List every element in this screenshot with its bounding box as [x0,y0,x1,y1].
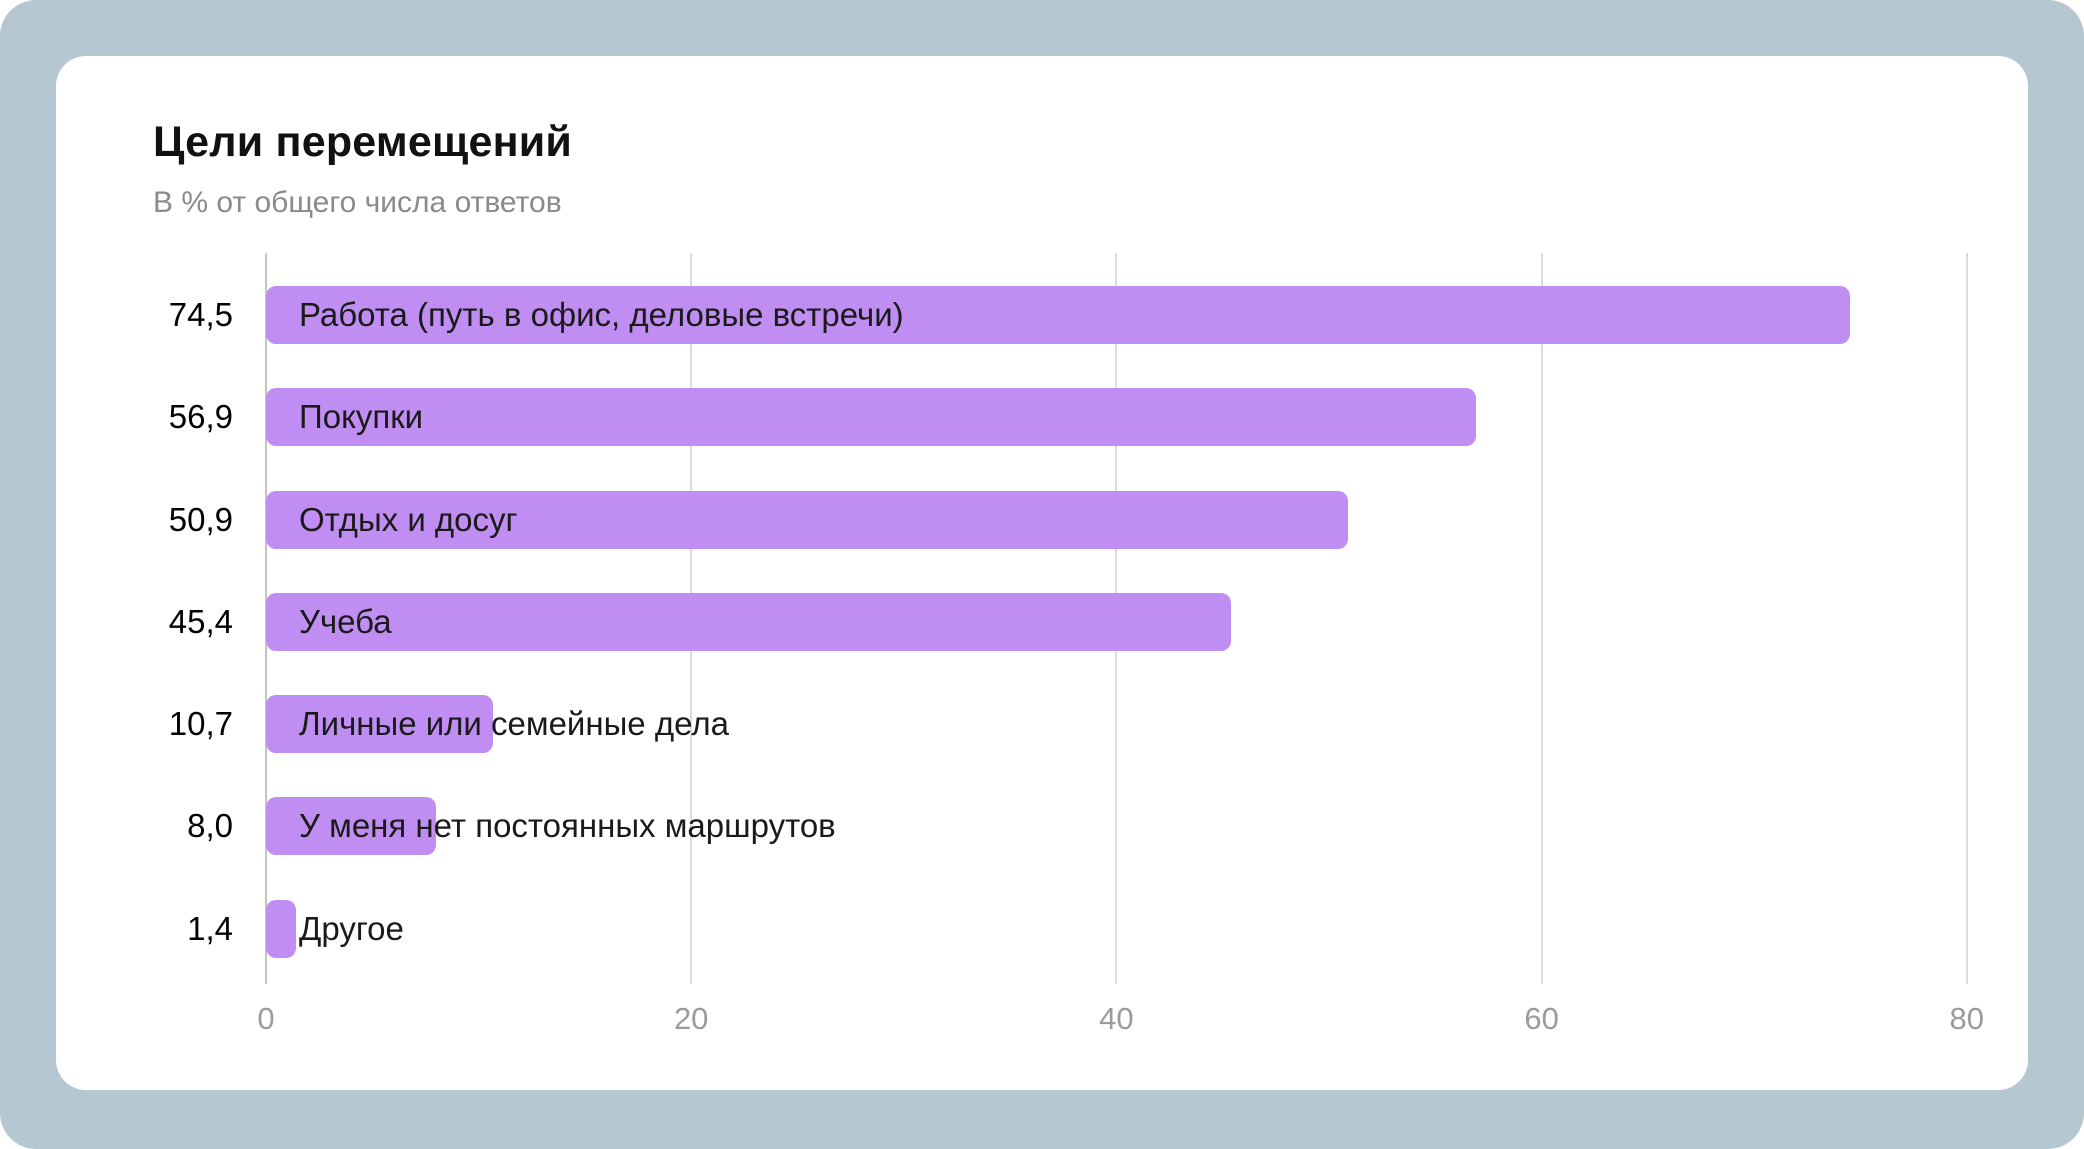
bar-category-label: Отдых и досуг [299,500,518,538]
bar: Другое [266,899,404,958]
bar-row: 10,7 Личные или семейные дела [56,695,2028,754]
bar-row: 50,9 Отдых и досуг [56,490,2028,549]
bar-value-label: 8,0 [187,807,233,845]
chart-subtitle: В % от общего числа ответов [153,186,562,219]
x-tick-label: 60 [1524,1001,1559,1036]
bar-row: 1,4 Другое [56,899,2028,958]
bar-category-label: Работа (путь в офис, деловые встречи) [299,296,904,333]
x-tick-label: 0 [257,1001,275,1036]
x-tick-label: 80 [1949,1001,1985,1036]
chart-title: Цели перемещений [153,118,573,166]
x-tick-label: 20 [673,1001,709,1036]
x-tick-label: 40 [1099,1001,1134,1036]
bar-value-label: 74,5 [168,296,233,333]
bar: У меня нет постоянных маршрутов [266,797,836,856]
bar-category-label: Покупки [299,398,424,436]
bar-row: 56,9 Покупки [56,388,2028,447]
bar-row: 8,0 У меня нет постоянных маршрутов [56,797,2028,856]
bar-value-label: 50,9 [168,500,233,538]
gridline [1965,253,1968,984]
bar-category-label: Другое [299,909,404,947]
bar-rows: 74,5 Работа (путь в офис, деловые встреч… [56,286,2028,958]
bar-value-label: 56,9 [168,398,233,436]
bar: Отдых и досуг [266,490,1349,549]
bar-value-label: 10,7 [168,705,233,743]
bar-row: 45,4 Учеба [56,592,2028,651]
bar: Учеба [266,592,1232,651]
bar: Работа (путь в офис, деловые встречи) [266,286,1850,344]
chart-card: Цели перемещений В % от общего числа отв… [56,56,2028,1090]
bar: Личные или семейные дела [266,695,729,754]
bar-value-label: 1,4 [187,909,233,947]
bar-value-label: 45,4 [168,602,233,640]
bar-category-label: Личные или семейные дела [299,705,729,743]
bar-category-label: Учеба [299,602,392,640]
bar: Покупки [266,388,1476,447]
bar-category-label: У меня нет постоянных маршрутов [299,807,836,845]
gridline [1540,253,1543,984]
bar-row: 74,5 Работа (путь в офис, деловые встреч… [56,286,2028,344]
